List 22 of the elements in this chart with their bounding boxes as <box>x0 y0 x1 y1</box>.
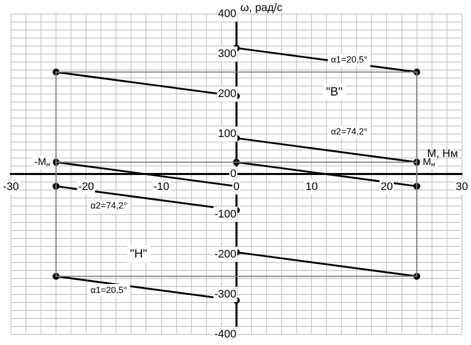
y-tick-label: 100 <box>218 128 236 140</box>
x-tick-label: -30 <box>2 180 19 193</box>
annotation: "Н" <box>130 246 148 261</box>
x-tick-label: -10 <box>153 180 170 193</box>
annotation: "В" <box>326 84 343 98</box>
x-tick-label: 10 <box>305 180 318 193</box>
y-tick-label: 400 <box>218 8 236 20</box>
y-tick-label: -300 <box>214 288 236 300</box>
y-tick-label: 0 <box>230 168 236 180</box>
annotation: α2=74,2° <box>90 200 128 211</box>
y-axis-title: ω, рад/с <box>240 2 283 14</box>
annotation: α2=74,2° <box>330 126 368 137</box>
y-tick-label: 200 <box>218 88 236 100</box>
x-tick-label: 30 <box>456 180 468 193</box>
y-tick-label: -400 <box>214 328 236 340</box>
x-tick-label: 20 <box>380 180 393 193</box>
annotation: α1=20,5° <box>330 54 368 65</box>
y-tick-label: 300 <box>218 48 236 60</box>
x-tick-label: -20 <box>78 180 94 193</box>
annotation: α1=20,5° <box>90 284 128 295</box>
y-tick-label: -200 <box>214 248 236 260</box>
y-tick-label: -100 <box>214 208 236 220</box>
